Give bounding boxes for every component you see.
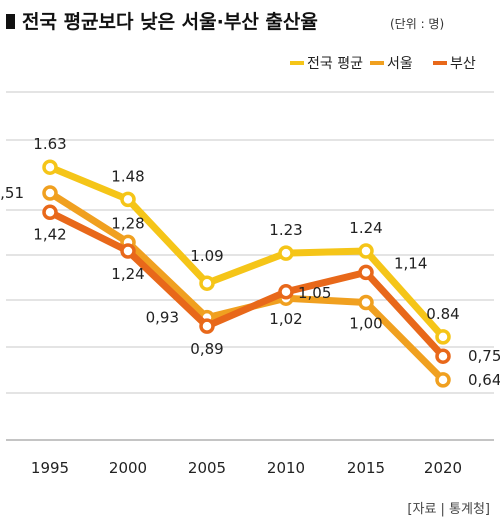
x-tick-label: 2015 — [347, 459, 385, 477]
data-label: 0,75 — [468, 347, 500, 365]
data-point — [42, 159, 58, 175]
x-tick-label: 2020 — [424, 459, 462, 477]
data-label: 1.63 — [33, 135, 66, 153]
x-tick-label: 2010 — [267, 459, 305, 477]
x-tick-label: 2005 — [188, 459, 226, 477]
legend-swatch — [290, 61, 304, 65]
data-label: 1,14 — [394, 254, 427, 272]
data-point — [358, 264, 374, 281]
data-label: 1,02 — [269, 310, 302, 328]
data-label: 0,89 — [190, 340, 223, 358]
data-point — [42, 185, 58, 201]
data-point — [42, 204, 58, 221]
legend-label: 전국 평균 — [307, 56, 363, 72]
legend-swatch — [433, 61, 447, 65]
source-label: [자료 | 통계청] — [407, 502, 490, 517]
data-label: 1,05 — [298, 284, 331, 302]
data-label: 1.24 — [349, 219, 382, 237]
series-line — [46, 208, 447, 360]
title-marker — [6, 14, 15, 29]
data-point — [120, 191, 136, 208]
data-label: 1,51 — [0, 184, 24, 202]
data-point — [278, 245, 294, 261]
data-label: 1.48 — [111, 167, 144, 185]
data-point — [120, 243, 136, 259]
data-label: 0.84 — [426, 305, 459, 323]
data-point — [358, 294, 374, 311]
gridlines — [6, 91, 494, 441]
data-label: 0,93 — [146, 309, 179, 327]
series-0 — [42, 159, 451, 345]
x-tick-label: 2000 — [109, 459, 147, 477]
data-label: 1,00 — [349, 315, 382, 333]
series-layer: 1.63 1.48 1.09 1.23 1.24 0.84 1,51 1,28 0,93 1,02… — [0, 135, 500, 389]
legend-label: 부산 — [450, 56, 476, 72]
series-1 — [42, 185, 451, 388]
data-point — [435, 348, 451, 364]
data-label: 1,28 — [111, 214, 144, 232]
legend-swatch — [370, 61, 384, 65]
legend: 전국 평균 서울 부산 — [290, 56, 476, 72]
data-point — [358, 243, 374, 259]
data-point — [278, 284, 294, 300]
x-axis: 1995 2000 2005 2010 2015 2020 — [31, 459, 462, 477]
chart-title: 전국 평균보다 낮은 서울·부산 출산율 — [22, 11, 318, 33]
legend-label: 서울 — [387, 56, 413, 72]
data-label: 1,24 — [111, 265, 144, 283]
data-point — [199, 275, 215, 291]
data-point — [199, 318, 215, 334]
x-tick-label: 1995 — [31, 459, 69, 477]
data-point — [435, 329, 451, 345]
data-label: 1.23 — [269, 221, 302, 239]
data-label: 1.09 — [190, 247, 223, 265]
series-2 — [42, 204, 451, 364]
unit-label: (단위 : 명) — [390, 17, 444, 31]
series-line — [46, 163, 447, 341]
data-labels: 1.63 1.48 1.09 1.23 1.24 0.84 1,51 1,28 0,93 1,02… — [0, 135, 500, 389]
data-point — [435, 372, 451, 388]
series-line — [46, 189, 447, 384]
data-label: 1,42 — [33, 225, 66, 243]
data-label: 0,64 — [468, 371, 500, 389]
